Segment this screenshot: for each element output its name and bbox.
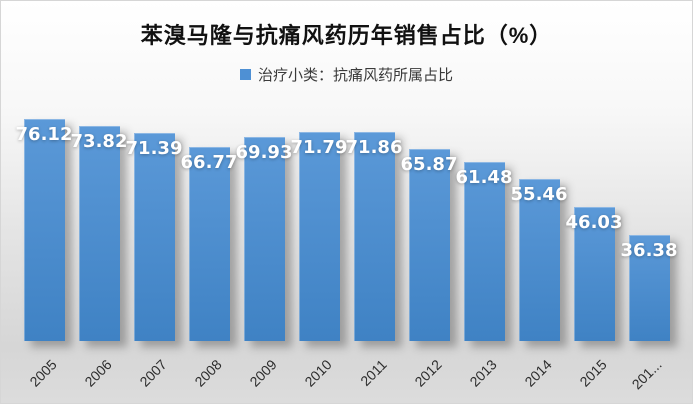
x-tick-label: 2011	[357, 356, 390, 389]
chart-title: 苯溴马隆与抗痛风药历年销售占比（%）	[140, 23, 553, 48]
x-tick: 2009	[237, 344, 292, 394]
x-tick: 2005	[17, 344, 72, 394]
bar-value-label: 76.12	[15, 124, 73, 146]
bar-value-label: 71.39	[125, 138, 183, 160]
bar: 65.87	[401, 149, 457, 341]
x-tick-label: 2013	[466, 356, 500, 390]
x-tick-label: 2012	[411, 356, 445, 390]
x-tick-label: 2008	[191, 356, 225, 390]
bar: 71.86	[346, 131, 402, 341]
x-tick-label: 2005	[26, 356, 60, 390]
bar-column: 61.48	[456, 108, 512, 341]
bar: 73.82	[71, 126, 127, 341]
bar-column: 76.12	[16, 108, 72, 341]
x-tick: 2010	[292, 344, 347, 394]
x-tick: 2007	[127, 344, 182, 394]
legend-label: 治疗小类：抗痛风药所属占比	[257, 67, 453, 84]
x-tick-label: 2015	[576, 356, 610, 390]
bar: 46.03	[566, 206, 622, 341]
bar-column: 65.87	[401, 108, 457, 341]
x-axis: 2005 2006 2007 2008 2009 2010 2011 2012 2013 2014…	[17, 344, 677, 394]
x-tick: 2013	[457, 344, 512, 394]
legend: 治疗小类：抗痛风药所属占比	[1, 67, 692, 84]
legend-marker-swatch	[239, 69, 251, 80]
bar-value-label: 46.03	[565, 211, 623, 233]
plot-area: 76.12 73.82 71.39 66.77 69.93 71.79 71.86 65.87…	[16, 108, 677, 341]
x-tick: 2014	[512, 344, 567, 394]
bar-column: 73.82	[71, 108, 127, 341]
x-tick: 201...	[622, 344, 677, 394]
x-tick-label: 2014	[521, 356, 555, 390]
bar-value-label: 71.79	[290, 136, 348, 158]
bar-value-label: 69.93	[235, 142, 293, 164]
x-tick-label: 2009	[246, 356, 280, 390]
x-tick-label: 2010	[301, 356, 335, 390]
bar-value-label: 65.87	[400, 154, 458, 176]
x-tick-label: 2007	[136, 356, 170, 390]
bar: 55.46	[511, 179, 567, 341]
bar-column: 71.79	[291, 108, 347, 341]
bar-column: 36.38	[621, 108, 677, 341]
bar-column: 46.03	[566, 108, 622, 341]
bar: 71.39	[126, 133, 182, 341]
bar-column: 69.93	[236, 108, 292, 341]
x-tick: 2011	[347, 344, 402, 394]
bar: 36.38	[621, 235, 677, 341]
bar-value-label: 73.82	[70, 131, 128, 152]
bar: 61.48	[456, 161, 512, 341]
x-tick: 2008	[182, 344, 237, 394]
bar-value-label: 36.38	[620, 240, 678, 262]
bar-value-label: 61.48	[455, 166, 513, 188]
x-tick: 2015	[567, 344, 622, 394]
x-tick: 2006	[72, 344, 127, 394]
bar: 69.93	[236, 137, 292, 341]
bar-value-label: 66.77	[180, 151, 238, 173]
bar-value-label: 55.46	[510, 184, 568, 206]
bar-column: 66.77	[181, 108, 237, 341]
bar-column: 55.46	[511, 108, 567, 341]
bar: 71.79	[291, 131, 347, 341]
x-tick-label: 2006	[81, 356, 115, 390]
bar-column: 71.39	[126, 108, 182, 341]
bar: 66.77	[181, 146, 237, 341]
x-tick: 2012	[402, 344, 457, 394]
bar-column: 71.86	[346, 108, 402, 341]
bar-value-label: 71.86	[345, 136, 403, 158]
bar: 76.12	[16, 119, 72, 341]
x-tick-label: 201...	[628, 356, 665, 393]
